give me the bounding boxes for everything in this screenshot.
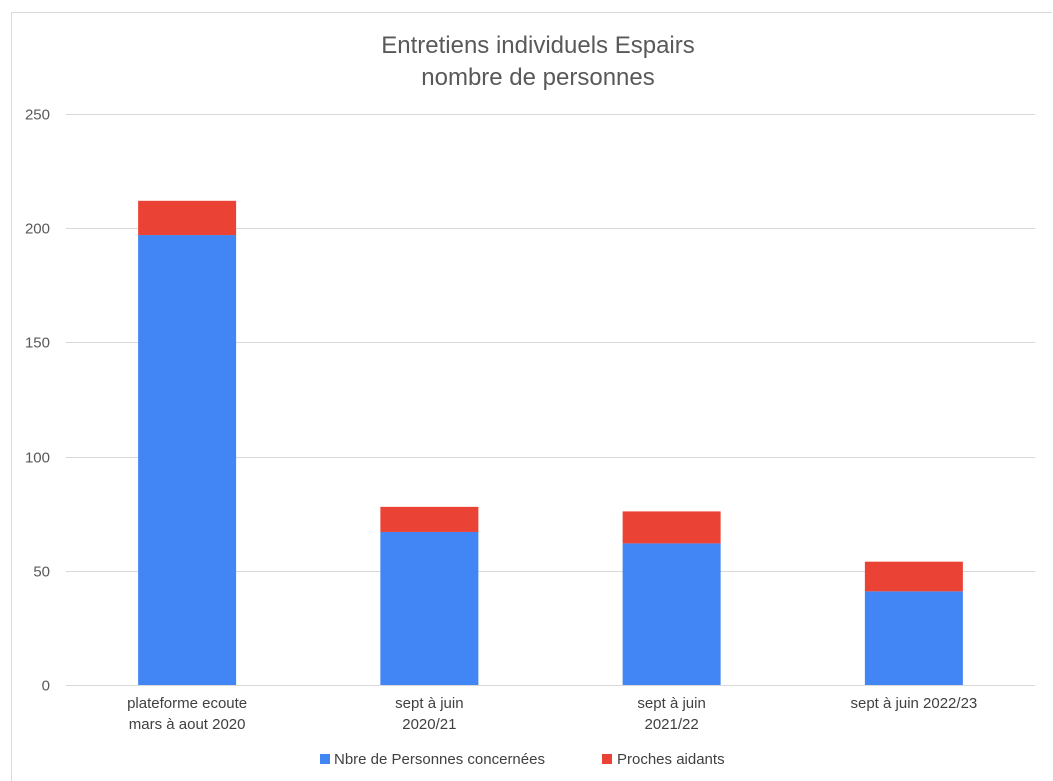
bar-personnes-3 (864, 591, 963, 685)
x-category-label: 2021/22 (645, 716, 699, 733)
chart-title: Entretiens individuels Espairs nombre de… (381, 32, 695, 91)
bar-personnes-0 (138, 235, 237, 685)
bar-proches-3 (864, 561, 963, 592)
bar-proches-2 (622, 511, 721, 544)
y-tick-label: 0 (42, 678, 50, 695)
x-category-label: sept à juin (637, 695, 705, 712)
y-tick-label: 250 (25, 107, 50, 124)
legend-label: Proches aidants (617, 751, 725, 768)
y-tick-label: 100 (25, 450, 50, 467)
x-category-label: 2020/21 (402, 716, 456, 733)
y-axis-tick-labels: 0 50 100 150 200 250 (25, 107, 50, 695)
bar-personnes-2 (622, 543, 721, 685)
bars (138, 200, 963, 685)
bar-proches-0 (138, 200, 237, 236)
x-axis-category-labels: plateforme ecoute mars à aout 2020 sept à … (127, 695, 977, 733)
legend-swatch (602, 754, 612, 764)
legend-label: Nbre de Personnes concernées (334, 751, 545, 768)
y-tick-label: 50 (33, 564, 50, 581)
bar-proches-1 (380, 506, 479, 532)
y-tick-label: 150 (25, 335, 50, 352)
y-tick-label: 200 (25, 221, 50, 238)
chart-title-line-2: nombre de personnes (421, 64, 654, 91)
chart-title-line-1: Entretiens individuels Espairs (381, 32, 695, 59)
x-category-label: sept à juin 2022/23 (850, 695, 977, 712)
bar-personnes-1 (380, 531, 479, 685)
x-category-label: mars à aout 2020 (129, 716, 246, 733)
legend: Nbre de Personnes concernées Proches aida… (320, 751, 725, 768)
x-category-label: plateforme ecoute (127, 695, 247, 712)
x-category-label: sept à juin (395, 695, 463, 712)
legend-swatch (320, 754, 330, 764)
